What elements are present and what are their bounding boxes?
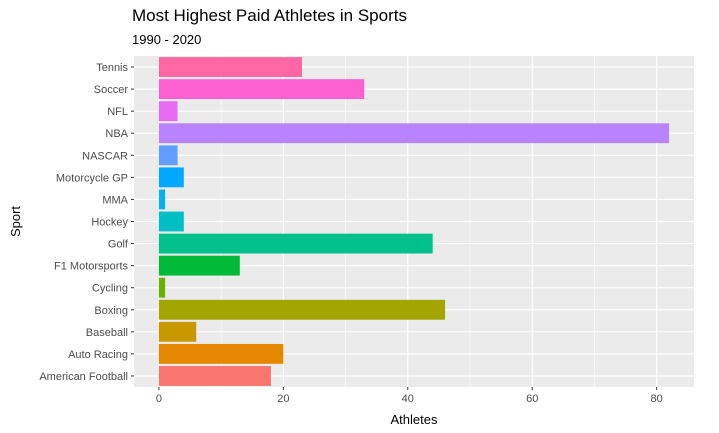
bar-auto-racing <box>158 343 284 364</box>
bar-hockey <box>158 211 184 232</box>
bar-motorcycle-gp <box>158 167 184 188</box>
y-tick-label: Golf <box>108 239 129 251</box>
bar-tennis <box>158 57 302 77</box>
bar-f1-motorsports <box>158 255 240 276</box>
bar-golf <box>158 233 433 254</box>
y-tick-label: Boxing <box>94 305 128 317</box>
chart-subtitle: 1990 - 2020 <box>132 32 202 47</box>
y-tick-label: Hockey <box>91 217 128 229</box>
bar-boxing <box>158 299 446 320</box>
bar-cycling <box>158 277 166 298</box>
x-tick-label: 20 <box>277 393 289 405</box>
bar-mma <box>158 189 166 210</box>
bars <box>158 57 670 386</box>
y-tick-label: F1 Motorsports <box>54 261 128 273</box>
y-tick-label: Motorcycle GP <box>56 172 128 184</box>
x-axis-title: Athletes <box>391 412 438 427</box>
x-tick-labels: 0 20 40 60 80 <box>156 387 663 405</box>
y-tick-label: Soccer <box>94 84 129 96</box>
y-tick-label: NBA <box>105 128 128 140</box>
x-tick-label: 80 <box>651 393 663 405</box>
y-tick-labels: American Football Auto Racing Baseball Boxi… <box>39 62 134 383</box>
y-tick-label: Cycling <box>92 283 128 295</box>
y-tick-label: Baseball <box>86 327 128 339</box>
bar-american-football <box>158 366 271 386</box>
y-axis-title: Sport <box>8 206 23 237</box>
x-tick-label: 60 <box>526 393 538 405</box>
chart-title: Most Highest Paid Athletes in Sports <box>132 6 407 25</box>
bar-soccer <box>158 79 365 100</box>
x-tick-label: 40 <box>402 393 414 405</box>
y-tick-label: American Football <box>39 371 128 383</box>
bar-nba <box>158 123 670 144</box>
bar-baseball <box>158 321 197 342</box>
y-tick-label: Auto Racing <box>68 349 128 361</box>
y-tick-label: NFL <box>107 106 128 118</box>
bar-nascar <box>158 145 178 166</box>
y-tick-label: MMA <box>102 194 128 206</box>
x-tick-label: 0 <box>156 393 162 405</box>
bar-nfl <box>158 101 178 122</box>
y-tick-label: NASCAR <box>82 150 128 162</box>
y-tick-label: Tennis <box>96 62 128 74</box>
